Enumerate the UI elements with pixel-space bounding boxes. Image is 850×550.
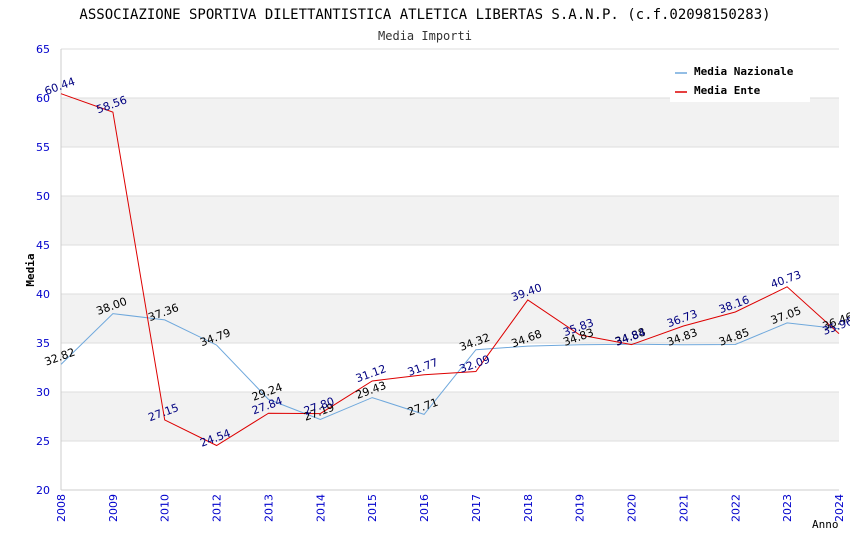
y-tick-label: 30 — [36, 386, 50, 399]
y-tick-label: 40 — [36, 288, 50, 301]
x-tick-label: 2012 — [211, 494, 224, 522]
x-tick-label: 2016 — [418, 494, 431, 522]
y-tick-label: 20 — [36, 484, 50, 497]
x-tick-label: 2013 — [262, 494, 275, 522]
x-tick-label: 2018 — [522, 494, 535, 522]
x-tick-label: 2019 — [574, 494, 587, 522]
x-tick-label: 2017 — [470, 494, 483, 522]
grid-band — [61, 392, 839, 441]
legend-box — [670, 60, 810, 102]
x-tick-label: 2021 — [677, 494, 690, 522]
grid-band — [61, 196, 839, 245]
legend-label-ente: Media Ente — [694, 84, 761, 97]
chart-title: ASSOCIAZIONE SPORTIVA DILETTANTISTICA AT… — [79, 7, 770, 23]
x-tick-label: 2009 — [107, 494, 120, 522]
x-tick-label: 2024 — [833, 494, 846, 522]
x-tick-label: 2023 — [781, 494, 794, 522]
data-label: 32.09 — [458, 353, 492, 376]
legend-label-nazionale: Media Nazionale — [694, 65, 794, 78]
y-axis-label: Media — [24, 253, 37, 286]
data-label: 31.77 — [406, 356, 440, 379]
x-axis-label: Anno — [812, 518, 839, 531]
grid-band — [61, 98, 839, 147]
x-tick-label: 2015 — [366, 494, 379, 522]
y-tick-label: 60 — [36, 92, 50, 105]
series-line-nazionale — [60, 313, 840, 421]
y-tick-label: 50 — [36, 190, 50, 203]
y-tick-label: 35 — [36, 337, 50, 350]
x-tick-label: 2020 — [626, 494, 639, 522]
legend: Media Nazionale Media Ente — [670, 60, 810, 102]
series-line-ente — [60, 93, 840, 447]
x-tick-label: 2014 — [314, 494, 327, 522]
y-tick-label: 65 — [36, 43, 50, 56]
y-tick-label: 45 — [36, 239, 50, 252]
y-tick-label: 55 — [36, 141, 50, 154]
chart-subtitle: Media Importi — [378, 29, 472, 43]
y-tick-label: 25 — [36, 435, 50, 448]
x-tick-label: 2008 — [55, 494, 68, 522]
x-tick-label: 2010 — [159, 494, 172, 522]
x-tick-label: 2022 — [729, 494, 742, 522]
